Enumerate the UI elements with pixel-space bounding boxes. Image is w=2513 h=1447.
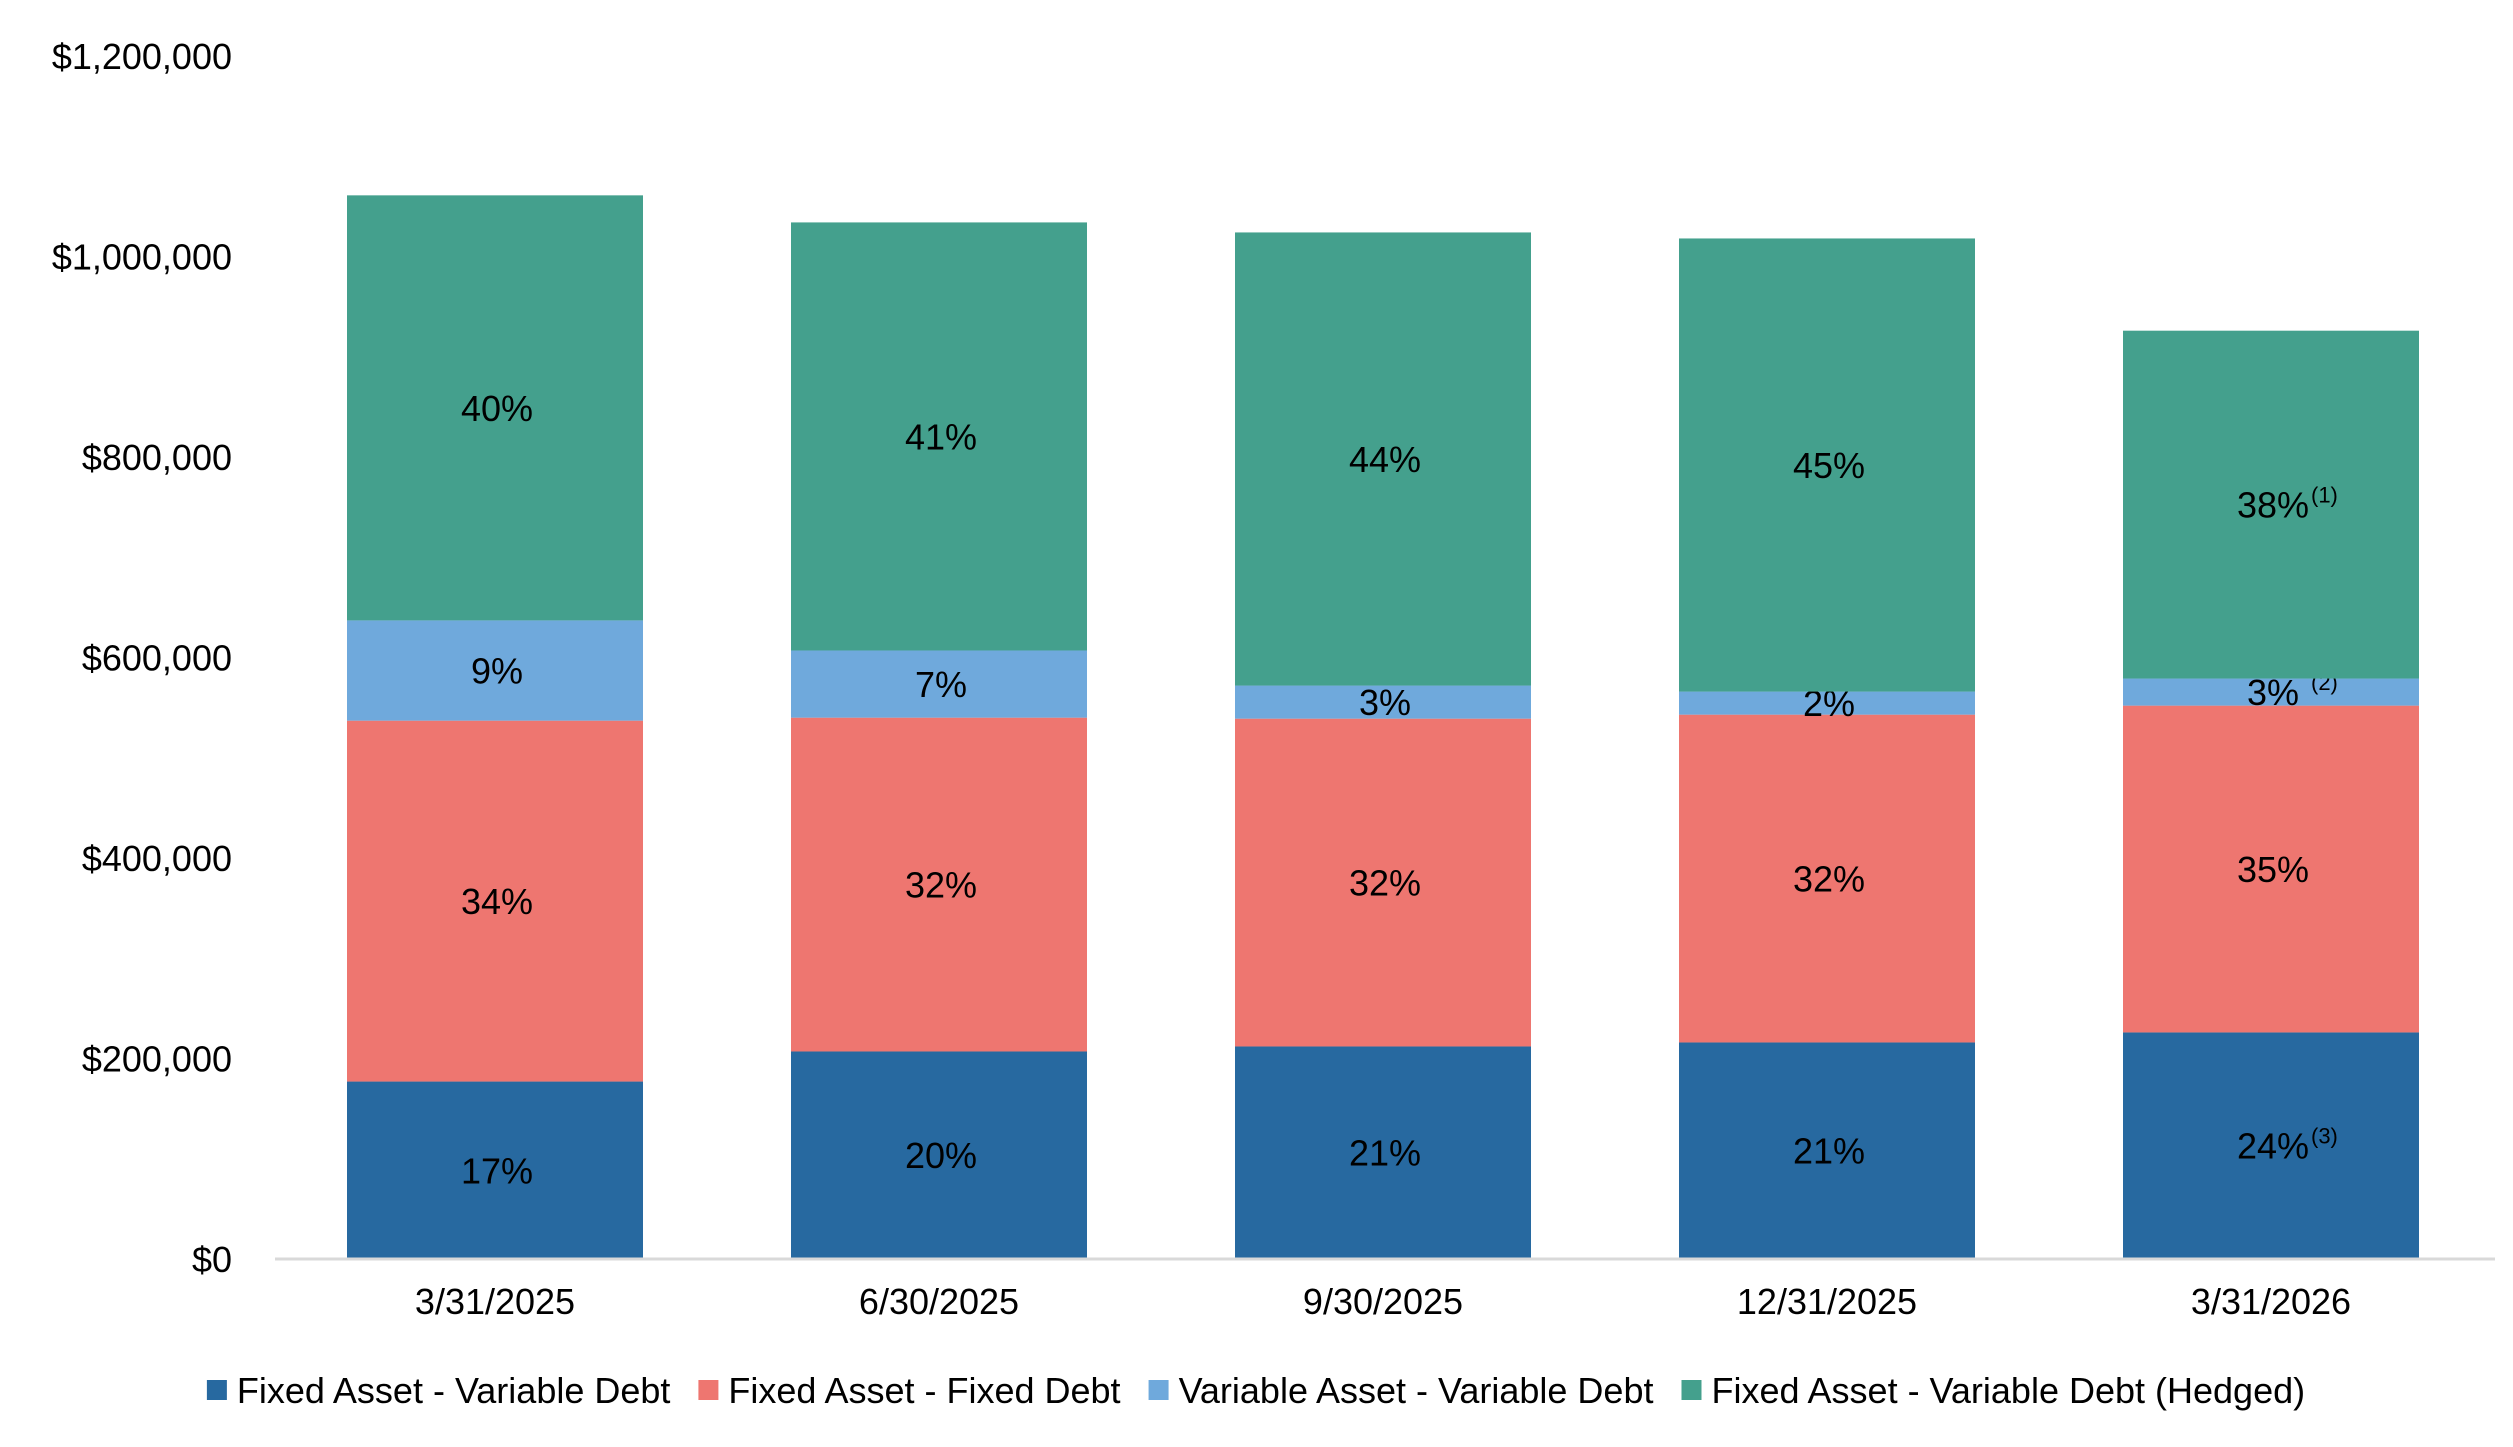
- legend-item: Variable Asset - Variable Debt: [1148, 1370, 1654, 1411]
- bar-segment: [791, 1051, 1087, 1259]
- bar-segment: [2123, 1032, 2419, 1259]
- data-label: 45%: [1793, 445, 1865, 486]
- data-label: 20%: [905, 1135, 977, 1176]
- bar-stack: 21% 32% 3% 44%: [1235, 232, 1531, 1259]
- data-label: 17%: [461, 1150, 533, 1191]
- data-label: 24%: [2237, 1126, 2309, 1167]
- x-tick-label: 12/31/2025: [1737, 1281, 1917, 1322]
- y-tick-label: $1,200,000: [52, 36, 232, 77]
- data-label: 40%: [461, 388, 533, 429]
- x-tick-label: 9/30/2025: [1303, 1281, 1463, 1322]
- bar-segment: [2123, 678, 2419, 706]
- bar-segment: [2123, 330, 2419, 679]
- bar-segment: [1235, 685, 1531, 719]
- x-tick-label: 3/31/2026: [2191, 1281, 2351, 1322]
- bar-segment: [1679, 691, 1975, 715]
- bar-stack: 17% 34% 9% 40%: [347, 195, 643, 1259]
- bar-segment: [347, 195, 643, 621]
- x-axis: 3/31/2025 6/30/2025 9/30/2025 12/31/2025 3/3…: [415, 1281, 2351, 1322]
- y-axis: $0 $200,000 $400,000 $600,000 $800,000 $1,000…: [52, 36, 232, 1280]
- bar-stack: 24% (3)35%3% (2)38% (1): [2123, 330, 2419, 1259]
- bar-segment: [1679, 714, 1975, 1043]
- bar-segment: [1235, 1046, 1531, 1259]
- bar-segment: [791, 222, 1087, 651]
- data-label: 32%: [1349, 863, 1421, 904]
- y-tick-label: $800,000: [82, 437, 232, 478]
- legend-item: Fixed Asset - Variable Debt: [206, 1370, 671, 1411]
- data-label: 21%: [1793, 1131, 1865, 1172]
- legend-label: Fixed Asset - Fixed Debt: [728, 1370, 1120, 1411]
- y-tick-label: $600,000: [82, 638, 232, 679]
- data-label: 3%: [2247, 672, 2299, 713]
- bars: 17%34%9%40%20%32%7%41%21%32%3%44%21%32%2…: [347, 195, 2419, 1259]
- data-label: 9%: [471, 651, 523, 692]
- bar-stack: 20% 32% 7% 41%: [791, 222, 1087, 1259]
- data-label: 32%: [1793, 859, 1865, 900]
- data-label: 35%: [2237, 849, 2309, 890]
- data-label: 3%: [1359, 682, 1411, 723]
- data-label: 21%: [1349, 1133, 1421, 1174]
- bar-segment: [1235, 718, 1531, 1047]
- data-label: 38%: [2237, 485, 2309, 526]
- footnote-marker: (3): [2311, 1124, 2338, 1149]
- data-label: 32%: [905, 865, 977, 906]
- bar-segment: [1679, 238, 1975, 692]
- bar-stack: 21%32%2%45%: [1679, 238, 1975, 1259]
- legend-swatch: [1148, 1380, 1169, 1400]
- y-tick-label: $0: [192, 1239, 232, 1280]
- bar-segment: [791, 717, 1087, 1052]
- legend-item: Fixed Asset - Variable Debt (Hedged): [1681, 1370, 2305, 1411]
- bar-segment: [1235, 232, 1531, 686]
- x-tick-label: 6/30/2025: [859, 1281, 1019, 1322]
- bar-segment: [2123, 705, 2419, 1033]
- legend-swatch: [698, 1380, 719, 1400]
- footnote-marker: (1): [2311, 483, 2338, 508]
- x-tick-label: 3/31/2025: [415, 1281, 575, 1322]
- legend-item: Fixed Asset - Fixed Debt: [698, 1370, 1121, 1411]
- legend-label: Fixed Asset - Variable Debt: [237, 1370, 671, 1411]
- legend-swatch: [1681, 1380, 1702, 1400]
- y-tick-label: $400,000: [82, 838, 232, 879]
- legend-label: Fixed Asset - Variable Debt (Hedged): [1711, 1370, 2305, 1411]
- data-label: 7%: [915, 664, 967, 705]
- legend: Fixed Asset - Variable Debt Fixed Asset -…: [206, 1370, 2305, 1411]
- bar-segment: [347, 620, 643, 721]
- bar-segment: [347, 720, 643, 1082]
- bar-segment: [347, 1081, 643, 1259]
- legend-label: Variable Asset - Variable Debt: [1179, 1370, 1654, 1411]
- y-tick-label: $1,000,000: [52, 237, 232, 278]
- data-label: 34%: [461, 881, 533, 922]
- bar-segment: [1679, 1042, 1975, 1259]
- y-tick-label: $200,000: [82, 1039, 232, 1080]
- legend-swatch: [206, 1380, 227, 1400]
- bar-segment: [791, 650, 1087, 718]
- data-label: 44%: [1349, 439, 1421, 480]
- data-label: 41%: [905, 416, 977, 457]
